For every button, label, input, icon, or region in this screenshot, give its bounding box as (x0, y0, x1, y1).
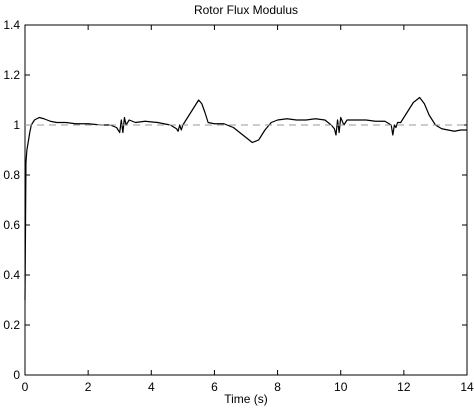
x-tick-label-7: 14 (460, 380, 474, 394)
series-layer (24, 96, 467, 301)
x-tick-label-4: 8 (274, 380, 281, 394)
y-tick-label-0: 0 (13, 368, 20, 382)
plot-frame (24, 24, 468, 376)
y-tick-label-4: 0.8 (3, 168, 20, 182)
y-tick-label-5: 1 (13, 118, 20, 132)
ticks-layer: 0 2 4 6 8 10 12 14 0 0.2 0.4 0.6 0.8 1 1.2 1.4 (3, 18, 474, 394)
x-tick-label-1: 2 (85, 380, 92, 394)
x-tick-label-3: 6 (211, 380, 218, 394)
y-tick-label-1: 0.2 (3, 318, 20, 332)
y-tick-label-7: 1.4 (3, 18, 20, 32)
chart-title: Rotor Flux Modulus (194, 3, 298, 17)
flux-series-line (24, 96, 467, 301)
x-axis-title: Time (s) (224, 392, 268, 406)
x-tick-label-0: 0 (22, 380, 29, 394)
x-tick-label-5: 10 (334, 380, 348, 394)
y-tick-label-6: 1.2 (3, 68, 20, 82)
x-tick-label-6: 12 (397, 380, 411, 394)
y-tick-label-3: 0.6 (3, 218, 20, 232)
x-tick-label-2: 4 (148, 380, 155, 394)
y-tick-label-2: 0.4 (3, 268, 20, 282)
